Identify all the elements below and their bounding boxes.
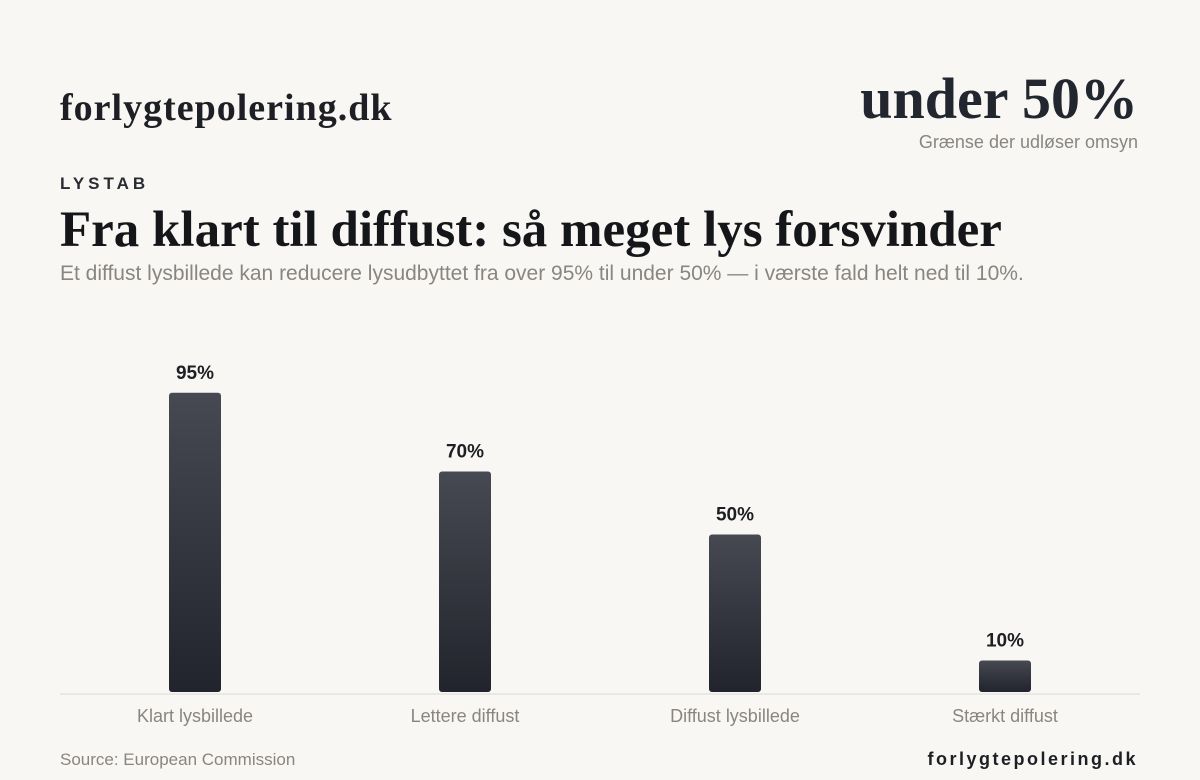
category-label-2: Lettere diffust [411,706,520,726]
brand-logo-text: forlygtepolering.dk [60,87,393,129]
eyebrow-label: LYSTAB [60,174,150,193]
source-note: Source: European Commission [60,750,296,769]
chart-subtitle: Et diffust lysbillede kan reducere lysud… [60,262,1024,285]
category-label-1: Klart lysbillede [137,706,253,726]
value-label-2: 70% [446,442,484,463]
value-label-4: 10% [986,631,1024,652]
bar-3 [709,534,761,692]
bar-2 [439,471,491,692]
category-label-3: Diffust lysbillede [670,706,800,726]
category-label-4: Stærkt diffust [952,706,1058,726]
value-label-1: 95% [176,363,214,384]
stat-value: under 50% [860,66,1138,131]
headline-stat: under 50% Grænse der udløser omsyn [860,66,1138,153]
bar-1 [169,392,221,692]
bar-4 [979,660,1031,692]
bars-group: 95% Klart lysbillede 70% Lettere diffust 50%… [137,363,1058,726]
value-label-3: 50% [716,505,754,526]
footer-brand: forlygtepolering.dk [927,749,1138,769]
bar-chart: 95% Klart lysbillede 70% Lettere diffust 50%… [60,363,1140,726]
chart-title: Fra klart til diffust: så meget lys fors… [60,202,1002,258]
stat-caption: Grænse der udløser omsyn [918,132,1138,152]
